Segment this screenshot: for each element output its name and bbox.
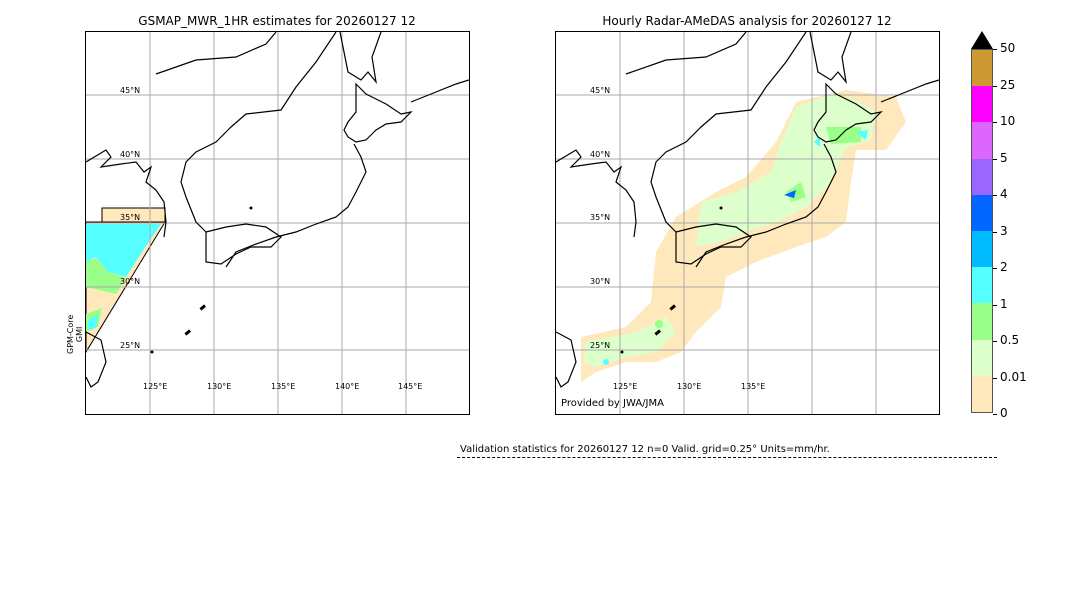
colorbar-bin	[972, 158, 992, 195]
colorbar-label: 0.01	[993, 370, 1027, 384]
colorbar-label: 25	[992, 78, 1016, 92]
lat-label: 30°N	[590, 277, 611, 286]
right-map-svg	[556, 32, 939, 414]
lon-label: 135°E	[271, 382, 296, 391]
lon-label: 145°E	[398, 382, 423, 391]
colorbar-bin	[972, 339, 992, 376]
islands	[620, 206, 723, 354]
colorbar-label: 50	[992, 41, 1016, 55]
colorbar-bin	[972, 194, 992, 232]
right-map-title: Hourly Radar-AMeDAS analysis for 2026012…	[602, 14, 892, 28]
colorbar-bin	[972, 303, 992, 340]
lon-label: 135°E	[741, 382, 766, 391]
coastlines	[556, 32, 939, 388]
left-map-svg	[86, 32, 469, 414]
radar-precip-field	[581, 90, 906, 382]
validation-divider	[457, 457, 997, 458]
colorbar-label: 5	[993, 151, 1008, 165]
colorbar-bin	[972, 122, 992, 159]
right-map: 45°N 40°N 35°N 30°N 25°N 125°E 130°E 135…	[555, 31, 940, 415]
colorbar-bin	[972, 86, 992, 123]
lon-label: 130°E	[207, 382, 232, 391]
colorbar-bin	[972, 231, 992, 268]
satellite-label: GPM-Core GMI	[66, 315, 84, 354]
lon-label: 130°E	[677, 382, 702, 391]
colorbar-label: 4	[993, 187, 1008, 201]
colorbar-label: 3	[993, 224, 1008, 238]
lat-label: 45°N	[120, 86, 141, 95]
colorbar-extend-arrow	[971, 31, 993, 49]
validation-statistics: Validation statistics for 20260127 12 n=…	[460, 444, 830, 455]
satellite-name: GPM-Core	[66, 314, 75, 354]
sensor-name: GMI	[75, 326, 84, 343]
lat-label: 45°N	[590, 86, 611, 95]
colorbar-bin	[972, 50, 992, 87]
left-map: 45°N 40°N 35°N 30°N 25°N 125°E 130°E 135…	[85, 31, 470, 415]
lon-label: 125°E	[143, 382, 168, 391]
colorbar-bin	[972, 375, 992, 413]
colorbar-label: 1	[993, 297, 1008, 311]
lat-label: 30°N	[120, 277, 141, 286]
coastlines	[86, 32, 469, 388]
colorbar-label: 2	[993, 260, 1008, 274]
lat-label: 25°N	[120, 341, 141, 350]
lat-label: 40°N	[590, 150, 611, 159]
graticule	[556, 32, 939, 414]
graticule	[86, 32, 469, 414]
colorbar-bin	[972, 267, 992, 304]
left-map-title: GSMAP_MWR_1HR estimates for 20260127 12	[138, 14, 416, 28]
lat-label: 25°N	[590, 341, 611, 350]
colorbar-label: 0.5	[992, 333, 1020, 347]
lat-label: 40°N	[120, 150, 141, 159]
lon-label: 140°E	[335, 382, 360, 391]
lat-label: 35°N	[590, 213, 611, 222]
lon-label: 125°E	[613, 382, 638, 391]
colorbar-label: 0	[993, 406, 1008, 420]
islands	[150, 206, 253, 354]
colorbar	[971, 49, 993, 413]
lat-label: 35°N	[120, 213, 141, 222]
colorbar-label: 10	[992, 114, 1016, 128]
provided-by-label: Provided by JWA/JMA	[561, 398, 664, 409]
